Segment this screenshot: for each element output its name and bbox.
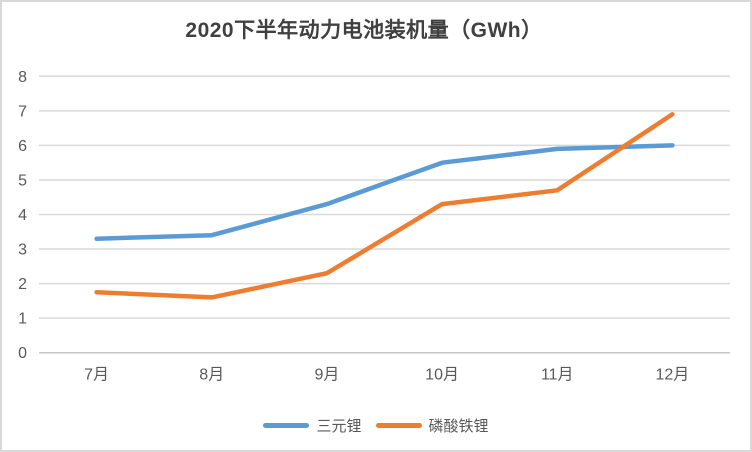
y-tick-label: 4 [18,207,27,224]
y-tick-label: 1 [18,311,27,328]
legend-line-swatch [375,423,422,428]
x-tick-label: 9月 [314,367,339,384]
y-tick-label: 6 [18,138,27,155]
x-tick-label: 8月 [199,367,224,384]
y-tick-label: 2 [18,276,27,293]
legend-item: 磷酸铁锂 [375,415,489,436]
legend-label: 三元锂 [316,418,362,435]
x-tick-label: 10月 [425,367,459,384]
x-tick-label: 12月 [656,367,690,384]
legend: 三元锂 磷酸铁锂 [2,415,750,436]
y-tick-label: 5 [18,172,27,189]
legend-label: 磷酸铁锂 [428,418,489,435]
y-tick-label: 0 [18,345,27,362]
series-line-三元锂 [94,143,675,241]
chart-title: 2020下半年动力电池装机量（GWh） [185,19,543,42]
x-tick-label: 11月 [541,367,574,384]
x-tick-label: 7月 [84,367,109,384]
y-tick-label: 3 [18,242,27,259]
series-line-磷酸铁锂 [94,112,675,300]
y-tick-label: 7 [18,103,27,120]
y-tick-label: 8 [18,69,27,86]
legend-line-swatch [263,423,310,428]
legend-item: 三元锂 [263,415,362,436]
